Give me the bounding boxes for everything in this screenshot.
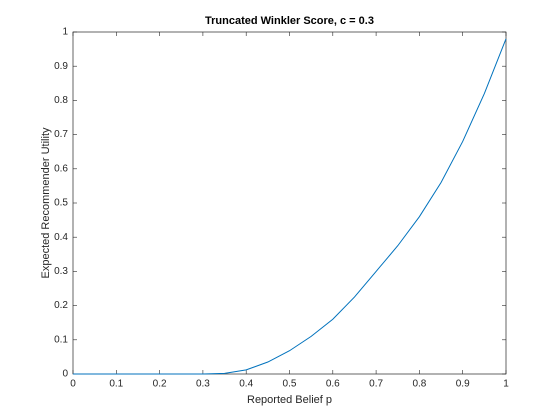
x-axis-label: Reported Belief p bbox=[247, 394, 332, 406]
plot-area bbox=[72, 31, 507, 375]
x-tick-label: 0.1 bbox=[109, 379, 123, 390]
y-axis-label: Expected Recommender Utility bbox=[40, 127, 52, 279]
y-tick-label: 0.8 bbox=[54, 95, 68, 106]
chart-title: Truncated Winkler Score, c = 0.3 bbox=[205, 15, 374, 27]
y-tick-label: 0 bbox=[62, 369, 68, 380]
y-tick-label: 0.9 bbox=[54, 61, 68, 72]
x-tick-label: 0.7 bbox=[369, 379, 383, 390]
y-tick-label: 0.4 bbox=[54, 232, 68, 243]
y-tick-label: 1 bbox=[62, 27, 68, 38]
x-tick-label: 0.8 bbox=[412, 379, 426, 390]
y-tick-label: 0.7 bbox=[54, 129, 68, 140]
y-tick-label: 0.1 bbox=[54, 334, 68, 345]
x-tick-label: 0.4 bbox=[239, 379, 253, 390]
x-tick-label: 0 bbox=[70, 379, 76, 390]
x-tick-label: 1 bbox=[503, 379, 509, 390]
y-tick-label: 0.2 bbox=[54, 300, 68, 311]
x-tick-label: 0.3 bbox=[196, 379, 210, 390]
y-tick-label: 0.3 bbox=[54, 266, 68, 277]
x-tick-label: 0.6 bbox=[326, 379, 340, 390]
data-line bbox=[73, 38, 507, 375]
x-tick-label: 0.2 bbox=[153, 379, 167, 390]
y-tick-label: 0.5 bbox=[54, 198, 68, 209]
x-tick-label: 0.9 bbox=[456, 379, 470, 390]
y-tick-label: 0.6 bbox=[54, 163, 68, 174]
x-tick-label: 0.5 bbox=[283, 379, 297, 390]
